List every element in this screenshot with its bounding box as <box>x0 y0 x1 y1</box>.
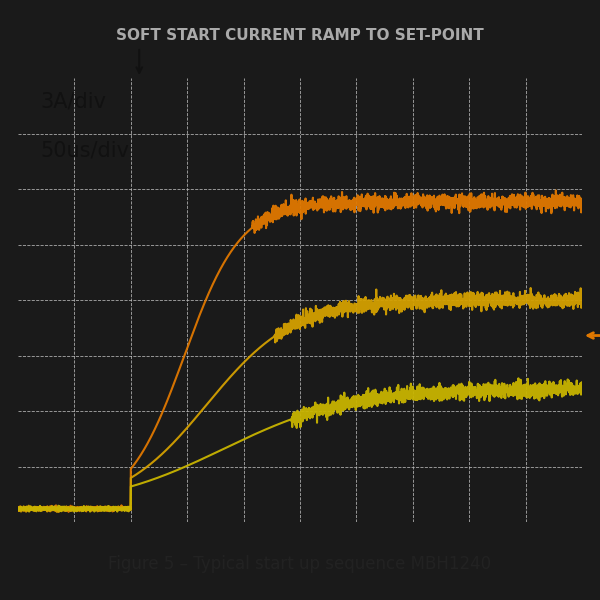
Text: Figure 5 – Typical start up sequence MBH1240: Figure 5 – Typical start up sequence MBH… <box>109 555 491 573</box>
Text: 3A/div: 3A/div <box>41 91 107 112</box>
Text: SOFT START CURRENT RAMP TO SET-POINT: SOFT START CURRENT RAMP TO SET-POINT <box>116 28 484 43</box>
Text: 50us/div: 50us/div <box>41 140 130 160</box>
